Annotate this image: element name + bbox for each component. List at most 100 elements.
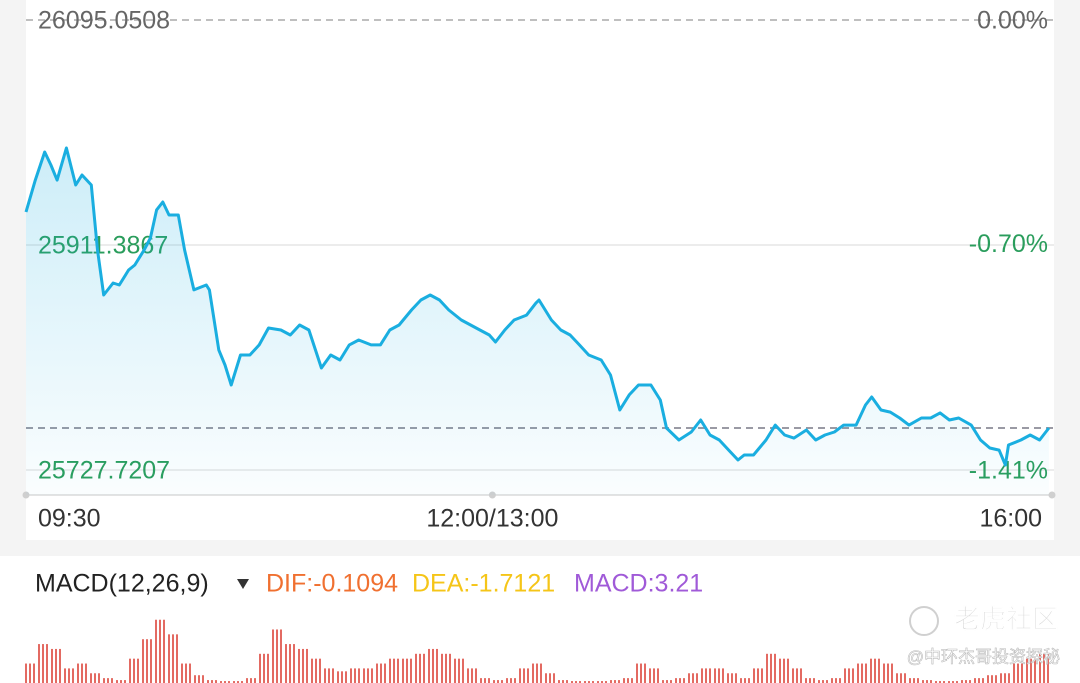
macd-bar	[831, 678, 833, 683]
macd-bar	[454, 658, 456, 683]
macd-bar	[129, 658, 131, 683]
macd-bar	[653, 668, 655, 683]
macd-bar	[432, 648, 434, 683]
macd-bar	[220, 681, 222, 683]
macd-bar	[77, 663, 79, 683]
macd-bar	[974, 678, 976, 683]
macd-bar	[982, 678, 984, 683]
macd-bar	[952, 681, 954, 683]
macd-bar	[532, 663, 534, 683]
macd-bar	[787, 658, 789, 683]
macd-bar	[701, 668, 703, 683]
price-area	[26, 148, 1049, 495]
macd-bar	[397, 658, 399, 683]
macd-bar	[358, 668, 360, 683]
macd-bar	[289, 644, 291, 683]
macd-bar	[930, 680, 932, 683]
macd-bar	[337, 671, 339, 683]
dropdown-arrow[interactable]	[237, 579, 249, 589]
macd-bar	[449, 653, 451, 683]
macd-bar	[917, 678, 919, 683]
macd-bar	[692, 673, 694, 683]
macd-bar	[562, 680, 564, 683]
watermark: 老虎社区 @中环杰哥投资探秘	[906, 604, 1060, 667]
macd-bar	[189, 663, 191, 683]
macd-bar	[410, 658, 412, 683]
macd-bar	[900, 673, 902, 683]
macd-bar	[1008, 673, 1010, 683]
macd-bar	[870, 658, 872, 683]
macd-bar	[116, 680, 118, 683]
macd-bar	[267, 653, 269, 683]
macd-bar	[666, 680, 668, 683]
macd-bar	[1026, 658, 1028, 683]
macd-bar	[839, 678, 841, 683]
macd-bar	[943, 681, 945, 683]
macd-bar	[389, 658, 391, 683]
macd-bar	[311, 658, 313, 683]
macd-bar	[709, 668, 711, 683]
macd-bar	[757, 668, 759, 683]
macd-bar	[38, 644, 40, 683]
macd-bar	[636, 663, 638, 683]
macd-bar	[332, 668, 334, 683]
macd-bar	[298, 648, 300, 683]
price-line	[24, 146, 1051, 467]
macd-bar	[506, 678, 508, 683]
macd-bar	[735, 673, 737, 683]
macd-bar	[649, 668, 651, 683]
macd-bar	[293, 644, 295, 683]
macd-bar	[601, 681, 603, 683]
macd-bar	[501, 680, 503, 683]
macd-bar	[714, 668, 716, 683]
macd-bar	[852, 668, 854, 683]
macd-bar	[445, 653, 447, 683]
macd-bar	[233, 681, 235, 683]
macd-bar	[150, 639, 152, 683]
macd-bar	[406, 658, 408, 683]
macd-bar	[748, 678, 750, 683]
macd-bar	[913, 678, 915, 683]
macd-bar	[29, 663, 31, 683]
macd-bar	[354, 668, 356, 683]
macd-bar	[1030, 658, 1032, 683]
macd-bar	[163, 619, 165, 683]
macd-bar	[133, 658, 135, 683]
macd-bar	[579, 681, 581, 683]
watermark-author: @中环杰哥投资探秘	[907, 647, 1060, 666]
macd-bar	[800, 668, 802, 683]
macd-bar	[965, 680, 967, 683]
macd-bar	[761, 668, 763, 683]
macd-bar	[142, 639, 144, 683]
macd-bar	[341, 671, 343, 683]
macd-bar	[887, 663, 889, 683]
macd-bar	[384, 663, 386, 683]
macd-bar	[181, 663, 183, 683]
macd-bar	[380, 663, 382, 683]
macd-bar	[168, 634, 170, 683]
macd-bar	[98, 673, 100, 683]
macd-bar	[696, 673, 698, 683]
macd-bar	[722, 668, 724, 683]
macd-bar	[85, 663, 87, 683]
macd-bar	[259, 653, 261, 683]
macd-bar	[250, 678, 252, 683]
macd-bar	[1021, 663, 1023, 683]
macd-bar	[280, 629, 282, 683]
macd-bar	[367, 668, 369, 683]
x-tick-label: 12:00/13:00	[426, 505, 558, 533]
macd-bar	[770, 653, 772, 683]
macd-bar	[393, 658, 395, 683]
macd-bar	[783, 658, 785, 683]
macd-bar	[792, 668, 794, 683]
macd-bar	[688, 673, 690, 683]
macd-bar	[285, 644, 287, 683]
macd-bar	[111, 678, 113, 683]
macd-bar	[254, 678, 256, 683]
macd-bar	[25, 663, 27, 683]
macd-bar	[705, 668, 707, 683]
macd-bar	[246, 678, 248, 683]
y-tick-label: 26095.0508	[38, 7, 170, 35]
